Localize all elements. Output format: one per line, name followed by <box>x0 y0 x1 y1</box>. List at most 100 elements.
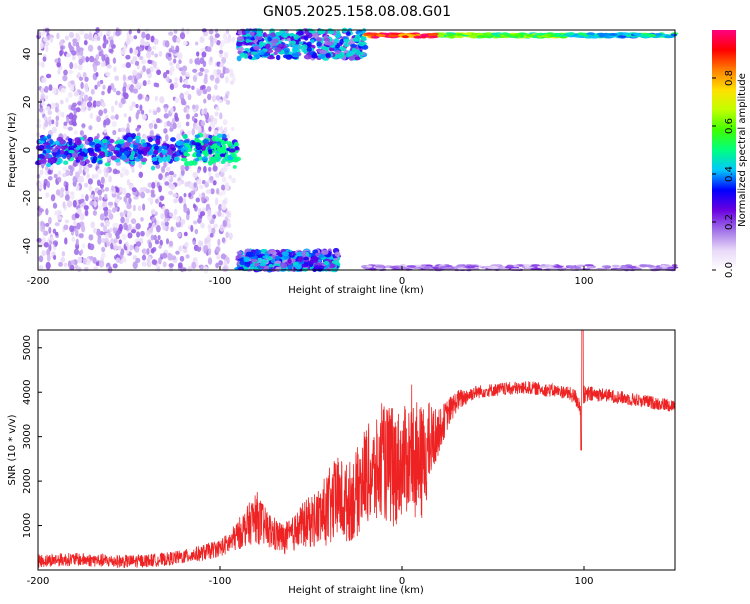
spectrogram-y-tick-label: 40 <box>22 48 33 61</box>
spectrogram-cell <box>221 203 227 211</box>
spectrogram-cell <box>84 165 90 174</box>
spectrogram-cell <box>275 266 282 272</box>
spectrogram-cell <box>174 77 179 82</box>
spectrogram-cell <box>282 254 290 260</box>
spectrogram-cell <box>187 93 192 101</box>
spectrogram-cell <box>40 41 44 50</box>
spectrogram-cell <box>105 232 109 239</box>
spectrogram-cell <box>73 220 77 226</box>
spectrogram-cell <box>79 130 84 136</box>
spectrogram-cell <box>283 49 290 54</box>
spectrogram-cell <box>88 96 93 102</box>
spectrogram-cell <box>71 50 77 56</box>
spectrogram-cell <box>370 32 379 36</box>
spectrogram-cell <box>175 63 180 70</box>
spectrogram-cell <box>135 257 141 264</box>
spectrogram-cell <box>168 144 176 149</box>
spectrogram-cell <box>142 142 148 147</box>
spectrogram-cell <box>128 197 132 205</box>
snr-x-tick-label: -200 <box>27 576 50 587</box>
spectrogram-cell <box>617 32 624 36</box>
spectrogram-cell <box>108 145 116 151</box>
spectrogram-cell <box>468 34 477 38</box>
spectrogram-cell <box>208 134 213 139</box>
spectrogram-cell <box>78 58 83 66</box>
spectrogram-cell <box>166 175 171 180</box>
spectrogram-cell <box>125 217 130 224</box>
spectrogram-cell <box>168 61 174 66</box>
spectrogram-cell <box>175 221 182 228</box>
spectrogram-cell <box>130 218 137 224</box>
spectrogram-cell <box>121 63 127 69</box>
spectrogram-cell <box>36 118 41 124</box>
spectrogram-cell <box>223 164 228 173</box>
spectrogram-cell <box>95 71 99 78</box>
spectrogram-cell <box>110 115 116 120</box>
spectrogram-cell <box>142 203 146 211</box>
spectrogram-cell <box>243 53 248 59</box>
spectrogram-cell <box>172 193 178 198</box>
spectrogram-cell <box>163 113 169 119</box>
spectrogram-cell <box>281 251 290 257</box>
spectrogram-cell <box>42 56 47 62</box>
spectrogram-cell <box>145 188 151 194</box>
spectrogram-cell <box>214 152 221 157</box>
spectrogram-cell <box>228 174 232 180</box>
spectrogram-cell <box>209 175 214 181</box>
spectrogram-cell <box>122 86 127 93</box>
colorbar-tick-label: 0.4 <box>724 166 735 182</box>
spectrogram-cell <box>49 36 54 43</box>
spectrogram-cell <box>154 95 159 102</box>
spectrogram-cell <box>506 264 514 268</box>
spectrogram-cell <box>226 141 233 147</box>
spectrogram-cell <box>85 56 90 63</box>
spectrogram-cell <box>129 85 134 93</box>
spectrogram-cell <box>100 222 105 228</box>
spectrogram-cell <box>183 150 188 157</box>
spectrogram-cell <box>120 248 125 256</box>
spectrogram-cell <box>303 54 312 60</box>
spectrogram-cell <box>189 58 193 65</box>
spectrogram-cell <box>129 35 134 42</box>
spectrogram-cell <box>51 126 57 134</box>
spectrogram-cell <box>45 208 49 216</box>
spectrogram-cell <box>182 65 188 72</box>
spectrogram-cell <box>111 120 117 128</box>
spectrogram-cell <box>46 248 51 257</box>
spectrogram-cell <box>277 43 284 48</box>
spectrogram-cell <box>213 69 217 77</box>
spectrogram-cell <box>112 168 118 175</box>
spectrogram-cell <box>108 175 113 183</box>
spectrogram-cell <box>141 59 146 65</box>
spectrogram-cell <box>298 45 303 50</box>
spectrogram-cell <box>136 109 141 115</box>
spectrogram-cell <box>209 74 215 80</box>
spectrogram-cell <box>177 52 183 60</box>
spectrogram-cell <box>230 152 236 158</box>
spectrogram-cell <box>82 72 87 78</box>
spectrogram-cell <box>124 147 132 151</box>
spectrogram-cell <box>176 133 181 141</box>
spectrogram-cell <box>215 262 220 269</box>
spectrogram-cell <box>219 112 223 120</box>
spectrogram-cell <box>62 74 68 82</box>
spectrogram-cell <box>544 33 552 37</box>
spectrogram-cell <box>53 173 58 179</box>
spectrogram-cell <box>46 254 51 262</box>
spectrogram-cell <box>131 187 137 193</box>
spectrogram-cell <box>667 266 677 269</box>
spectrogram-cell <box>57 157 63 164</box>
spectrogram-cell <box>201 145 206 151</box>
spectrogram-cell <box>184 160 190 167</box>
spectrogram-cell <box>202 88 208 95</box>
spectrogram-cell <box>224 182 230 190</box>
spectrogram-cell <box>207 117 212 123</box>
spectrogram-cell <box>103 206 109 212</box>
spectrogram-cell <box>107 85 112 91</box>
spectrogram-cell <box>145 51 152 59</box>
spectrogram-cell <box>70 194 75 200</box>
spectrogram-cell <box>159 239 163 246</box>
spectrogram-cell <box>118 102 123 109</box>
spectrogram-cell <box>66 116 70 124</box>
spectrogram-cell <box>65 184 69 192</box>
